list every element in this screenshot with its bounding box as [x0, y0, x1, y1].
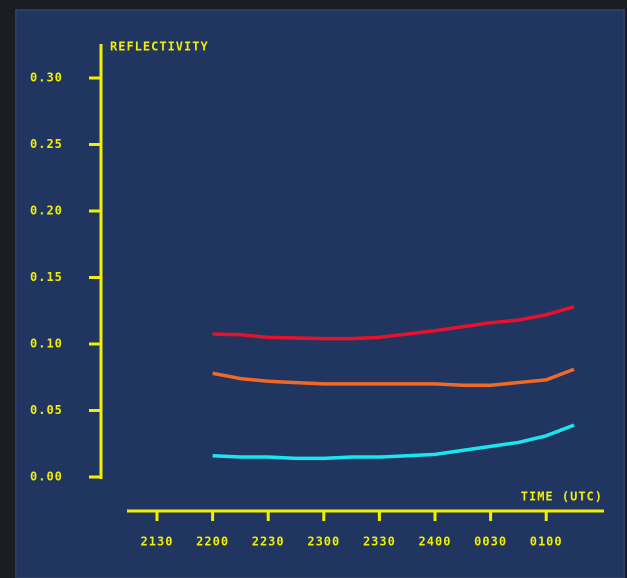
y-tick-label: 0.15	[30, 270, 63, 284]
x-tick-label: 2330	[363, 535, 396, 549]
x-tick-label: 2400	[419, 535, 452, 549]
data-line	[212, 367, 575, 387]
y-tick-label: 0.25	[30, 137, 63, 151]
y-tick-label: 0.00	[30, 470, 63, 484]
panel	[15, 9, 625, 578]
x-tick-label: 0100	[530, 535, 563, 549]
x-tick-label: 2230	[252, 535, 285, 549]
y-tick-label: 0.05	[30, 403, 63, 417]
x-tick-label: 2200	[196, 535, 229, 549]
y-tick-label: 0.30	[30, 71, 63, 85]
y-tick-label: 0.20	[30, 204, 63, 218]
y-axis-label: REFLECTIVITY	[110, 40, 209, 54]
x-tick-label: 0030	[474, 535, 507, 549]
data-line	[212, 423, 575, 461]
x-tick-label: 2300	[307, 535, 340, 549]
y-tick-label: 0.10	[30, 337, 63, 351]
x-tick-label: 2130	[141, 535, 174, 549]
data-line	[212, 305, 575, 341]
x-axis-label: TIME (UTC)	[521, 490, 603, 504]
